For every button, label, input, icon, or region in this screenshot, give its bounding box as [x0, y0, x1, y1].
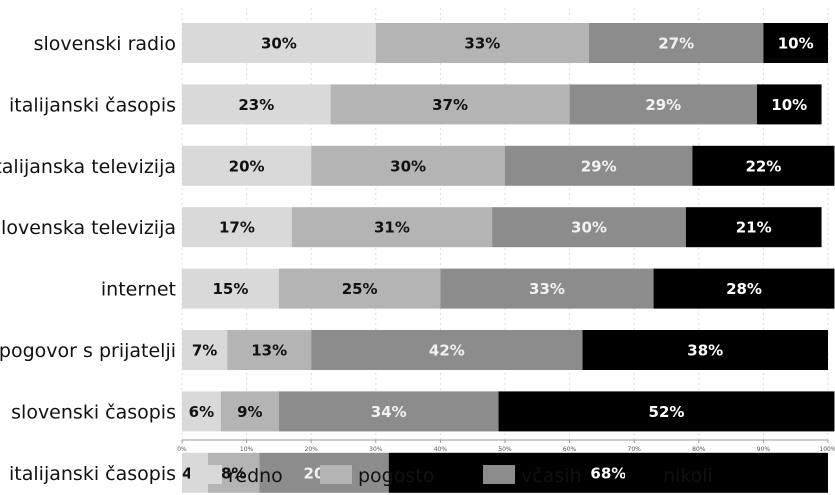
data-label: 10% [778, 35, 814, 53]
bar-segment-redno [182, 268, 279, 309]
x-tick-label: 70% [628, 446, 642, 453]
data-label: 37% [432, 96, 468, 114]
legend-swatch-včasih [483, 465, 515, 484]
legend-label: včasih [521, 465, 582, 487]
data-label: 13% [251, 342, 287, 360]
data-label: 21% [736, 219, 772, 237]
data-label: 6% [189, 403, 214, 421]
bar-segment-pogosto [291, 207, 493, 248]
bar-segment-pogosto [227, 330, 312, 370]
bar-segment-redno [182, 207, 292, 248]
bar-segment-nikoli [498, 391, 835, 432]
bar-segment-včasih [440, 268, 654, 309]
bar-segment-redno [182, 391, 221, 432]
bar-segment-nikoli [692, 145, 835, 186]
legend-label: redno [228, 465, 283, 487]
category-label: internet [101, 279, 176, 301]
bar-segment-redno [182, 145, 312, 186]
legend-swatch-redno [190, 465, 222, 484]
bar-segment-včasih [311, 330, 583, 370]
bar-segment-nikoli [685, 207, 822, 248]
bar-segment-pogosto [375, 23, 589, 63]
data-label: 28% [726, 280, 762, 298]
data-label: 52% [649, 403, 685, 421]
data-label: 38% [687, 342, 723, 360]
legend-label: nikoli [663, 465, 713, 487]
data-label: 31% [374, 219, 410, 237]
data-label: 23% [238, 96, 274, 114]
data-label: 33% [464, 35, 500, 53]
category-label: italijanska televizija [0, 156, 176, 178]
bar-segment-nikoli [653, 268, 835, 309]
bar-segment-pogosto [278, 268, 441, 309]
data-label: 7% [192, 342, 217, 360]
data-label: 33% [529, 280, 565, 298]
bar-segment-redno [182, 23, 376, 63]
data-label: 20% [229, 157, 265, 175]
data-label: 27% [658, 35, 694, 53]
data-label: 10% [771, 96, 807, 114]
bar-segment-včasih [505, 145, 693, 186]
data-label: 8% [221, 464, 246, 482]
bar-segment-nikoli [756, 84, 822, 125]
bar-segment-nikoli [763, 23, 828, 63]
data-label: 25% [342, 280, 378, 298]
category-label: slovenski časopis [11, 401, 176, 423]
bar-segment-pogosto [330, 84, 570, 125]
data-label: 30% [390, 157, 426, 175]
category-label: italijanski časopis [9, 94, 176, 116]
data-label: 68% [590, 464, 626, 482]
bar-segment-včasih [278, 391, 499, 432]
data-label: 9% [237, 403, 262, 421]
bar-segment-nikoli [388, 452, 828, 493]
x-tick-label: 10% [240, 446, 254, 453]
x-tick-label: 40% [434, 446, 448, 453]
bar-segment-pogosto [311, 145, 505, 186]
legend-label: pogosto [358, 465, 434, 487]
bar-segment-včasih [588, 23, 764, 63]
data-label: 15% [212, 280, 248, 298]
x-tick-label: 90% [757, 446, 771, 453]
bar-segment-včasih [569, 84, 757, 125]
category-label: italijanski časopis [9, 463, 176, 485]
legend-swatch-pogosto [320, 465, 352, 484]
x-tick-label: 80% [692, 446, 706, 453]
x-tick-label: 0% [177, 446, 187, 453]
x-tick-label: 100% [819, 446, 835, 453]
data-label: 29% [581, 157, 617, 175]
bar-segment-nikoli [582, 330, 828, 370]
x-tick-label: 20% [305, 446, 319, 453]
bar-segment-redno [182, 84, 331, 125]
data-label: 30% [571, 219, 607, 237]
bar-segment-včasih [492, 207, 686, 248]
data-label: 22% [745, 157, 781, 175]
data-label: 17% [219, 219, 255, 237]
bar-segment-redno [182, 330, 228, 370]
data-label: 42% [429, 342, 465, 360]
data-label: 34% [371, 403, 407, 421]
x-tick-label: 50% [498, 446, 512, 453]
data-label: 30% [261, 35, 297, 53]
category-label: slovenski radio [34, 33, 176, 55]
x-tick-label: 60% [563, 446, 577, 453]
data-label: 29% [645, 96, 681, 114]
category-label: pogovor s prijatelji [0, 340, 176, 362]
legend-swatch-nikoli [625, 465, 657, 484]
bar-segment-pogosto [220, 391, 279, 432]
category-label: slovenska televizija [0, 217, 176, 239]
x-tick-label: 30% [369, 446, 383, 453]
